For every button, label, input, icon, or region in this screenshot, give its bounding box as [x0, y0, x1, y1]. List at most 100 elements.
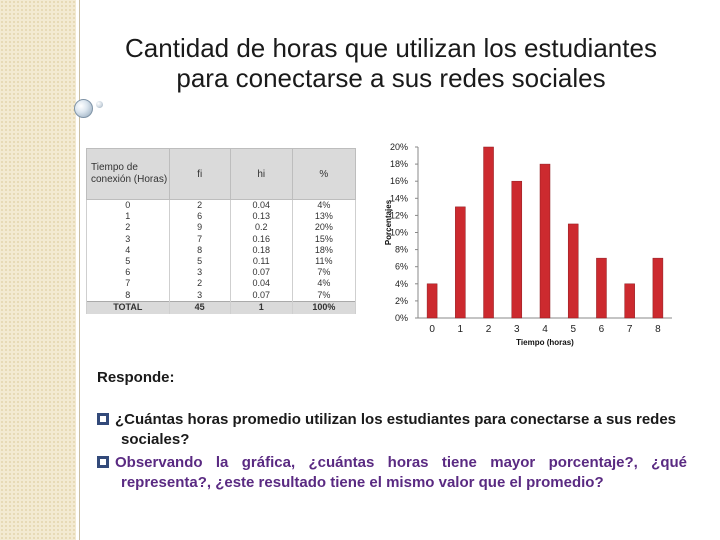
cell: 1 [86, 211, 170, 223]
cell: 20% [291, 222, 357, 234]
cell: 7% [291, 289, 357, 302]
table-row: 4 8 0.18 18% [86, 244, 357, 256]
x-tick-label: 5 [570, 324, 576, 335]
x-tick-label: 0 [429, 324, 435, 335]
x-axis-label: Tiempo (horas) [516, 338, 574, 347]
table-row: 2 9 0.2 20% [86, 222, 357, 234]
cell: TOTAL [86, 300, 170, 314]
y-tick-label: 20% [390, 142, 408, 152]
cell: 4% [291, 278, 357, 290]
table-row: 5 5 0.11 11% [86, 255, 357, 268]
cell: 4% [291, 199, 357, 212]
checkbox-bullet-icon [97, 456, 109, 468]
table-row: 0 2 0.04 4% [86, 199, 357, 212]
question-1: ¿Cuántas horas promedio utilizan los est… [97, 410, 687, 450]
slide-title: Cantidad de horas que utilizan los estud… [125, 33, 657, 93]
bar [483, 146, 494, 319]
x-tick-label: 4 [542, 324, 548, 335]
bar-chart: 0% 2% 4% 6% 8% 10% 12% 14% 16% 18% 20% 0 1 2 3 4 5 6 7 8 Tie… [384, 142, 672, 347]
cell: 100% [291, 300, 357, 314]
y-tick-label: 14% [390, 193, 408, 203]
cell: 7 [86, 278, 170, 290]
y-tick-label: 0% [395, 313, 408, 323]
cell: 3 [168, 267, 231, 279]
cell: 8 [168, 244, 231, 256]
header-percent: % [291, 148, 357, 200]
cell: 2 [168, 199, 231, 212]
cell: 2 [86, 222, 170, 234]
cell: 45 [168, 300, 231, 314]
decorative-circle-small [96, 101, 103, 108]
x-tick-label: 3 [514, 324, 520, 335]
y-axis-label: Porcentajes [384, 199, 393, 245]
cell: 15% [291, 233, 357, 245]
table-row: 8 3 0.07 7% [86, 289, 357, 302]
cell: 4 [86, 244, 170, 256]
x-tick-label: 1 [458, 324, 464, 335]
x-tick-label: 8 [655, 324, 661, 335]
question-2: Observando la gráfica, ¿cuántas horas ti… [97, 453, 687, 493]
y-tick-label: 16% [390, 176, 408, 186]
bar [652, 257, 664, 319]
cell: 0.07 [229, 289, 293, 302]
cell: 0.04 [229, 278, 293, 290]
cell: 7% [291, 267, 357, 279]
cell: 0.11 [229, 255, 293, 268]
cell: 7 [168, 233, 231, 245]
cell: 5 [168, 255, 231, 268]
bar [539, 163, 551, 319]
bar [426, 283, 438, 319]
cell: 6 [168, 211, 231, 223]
cell: 0.13 [229, 211, 293, 223]
cell: 2 [168, 278, 231, 290]
y-tick-label: 4% [395, 279, 408, 289]
cell: 3 [86, 233, 170, 245]
cell: 0.18 [229, 244, 293, 256]
frequency-table-image: Tiempo de conexión (Horas) fi hi % 0 2 0.0… [86, 148, 357, 330]
x-tick-label: 6 [599, 324, 605, 335]
responde-heading: Responde: [97, 369, 175, 386]
decorative-side-band [0, 0, 76, 540]
frequency-table: Tiempo de conexión (Horas) fi hi % 0 2 0.0… [86, 148, 357, 314]
table-row: 6 3 0.07 7% [86, 267, 357, 279]
cell: 0.07 [229, 267, 293, 279]
y-tick-label: 2% [395, 296, 408, 306]
question-2-text: Observando la gráfica, ¿cuántas horas ti… [115, 454, 687, 491]
table-row: 1 6 0.13 13% [86, 211, 357, 223]
header-time: Tiempo de conexión (Horas) [86, 148, 170, 200]
side-divider [79, 0, 80, 540]
cell: 0 [86, 199, 170, 212]
cell: 8 [86, 289, 170, 302]
cell: 13% [291, 211, 357, 223]
y-tick-label: 8% [395, 245, 408, 255]
x-tick-label: 7 [627, 324, 633, 335]
bar [511, 180, 523, 319]
question-1-text: ¿Cuántas horas promedio utilizan los est… [115, 411, 677, 448]
bar [567, 223, 579, 319]
cell: 3 [168, 289, 231, 302]
x-tick-label: 2 [486, 324, 492, 335]
table-header-row: Tiempo de conexión (Horas) fi hi % [86, 148, 357, 200]
bar [624, 283, 635, 319]
cell: 0.16 [229, 233, 293, 245]
cell: 6 [86, 267, 170, 279]
y-tick-label: 18% [390, 159, 408, 169]
cell: 9 [168, 222, 231, 234]
y-tick-label: 6% [395, 262, 408, 272]
checkbox-bullet-icon [97, 413, 109, 425]
cell: 5 [86, 255, 170, 268]
y-tick-label: 10% [390, 228, 408, 238]
table-total-row: TOTAL 45 1 100% [86, 300, 357, 314]
cell: 0.2 [229, 222, 293, 234]
cell: 1 [229, 300, 293, 314]
header-fi: fi [168, 148, 231, 200]
cell: 18% [291, 244, 357, 256]
header-hi: hi [229, 148, 293, 200]
decorative-circle [74, 99, 93, 118]
y-tick-label: 12% [390, 210, 408, 220]
cell: 11% [291, 255, 357, 268]
table-row: 7 2 0.04 4% [86, 278, 357, 290]
bar [455, 206, 466, 319]
table-row: 3 7 0.16 15% [86, 233, 357, 245]
bar [596, 257, 607, 319]
